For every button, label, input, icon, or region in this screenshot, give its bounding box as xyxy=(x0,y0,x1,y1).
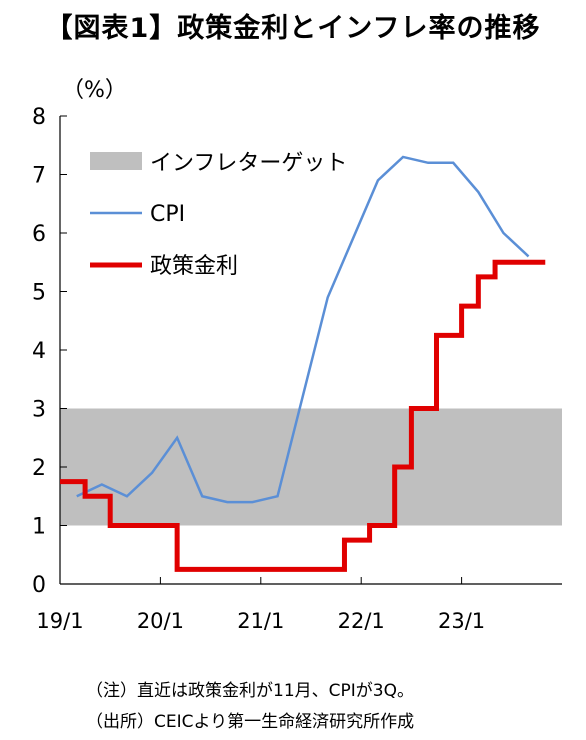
x-tick-label: 19/1 xyxy=(36,609,83,633)
y-tick-label: 1 xyxy=(32,515,46,540)
legend-swatch-band xyxy=(90,152,142,170)
legend: インフレターゲット CPI 政策金利 xyxy=(90,151,347,279)
y-tick-label: 7 xyxy=(32,164,46,189)
y-tick-label: 5 xyxy=(32,281,46,306)
x-tick-label: 23/1 xyxy=(438,609,485,633)
series-layer xyxy=(60,155,546,572)
y-tick-label: 3 xyxy=(32,398,46,423)
x-tick-label: 22/1 xyxy=(338,609,385,633)
cpi-line xyxy=(76,155,530,504)
y-tick-label: 8 xyxy=(32,105,46,130)
y-tick-label: 6 xyxy=(32,222,46,247)
y-tick-label: 0 xyxy=(32,573,46,598)
chart-area: 0 1 2 3 4 5 6 7 8 （%） 19/1 20/1 21/1 22/1 23/1 インフレターゲ… xyxy=(32,78,562,633)
note-text: （注）直近は政策金利が11月、CPIが3Q。 xyxy=(86,681,414,701)
x-tick-label: 21/1 xyxy=(237,609,284,633)
legend-label: 政策金利 xyxy=(150,254,238,279)
target-band xyxy=(60,408,562,526)
band-layer xyxy=(60,408,562,526)
source-text: （出所）CEICより第一生命経済研究所作成 xyxy=(86,712,415,732)
x-tick-label: 20/1 xyxy=(137,609,184,633)
policy-rate-line xyxy=(60,259,546,572)
axis-layer: 0 1 2 3 4 5 6 7 8 （%） 19/1 20/1 21/1 22/1 23/1 xyxy=(32,78,562,633)
chart-title: 【図表1】政策金利とインフレ率の推移 xyxy=(45,13,541,44)
y-tick-label: 2 xyxy=(32,456,46,481)
y-axis-label: （%） xyxy=(62,78,127,103)
legend-label: インフレターゲット xyxy=(150,151,347,176)
legend-label: CPI xyxy=(150,202,185,227)
y-tick-label: 4 xyxy=(32,339,46,364)
